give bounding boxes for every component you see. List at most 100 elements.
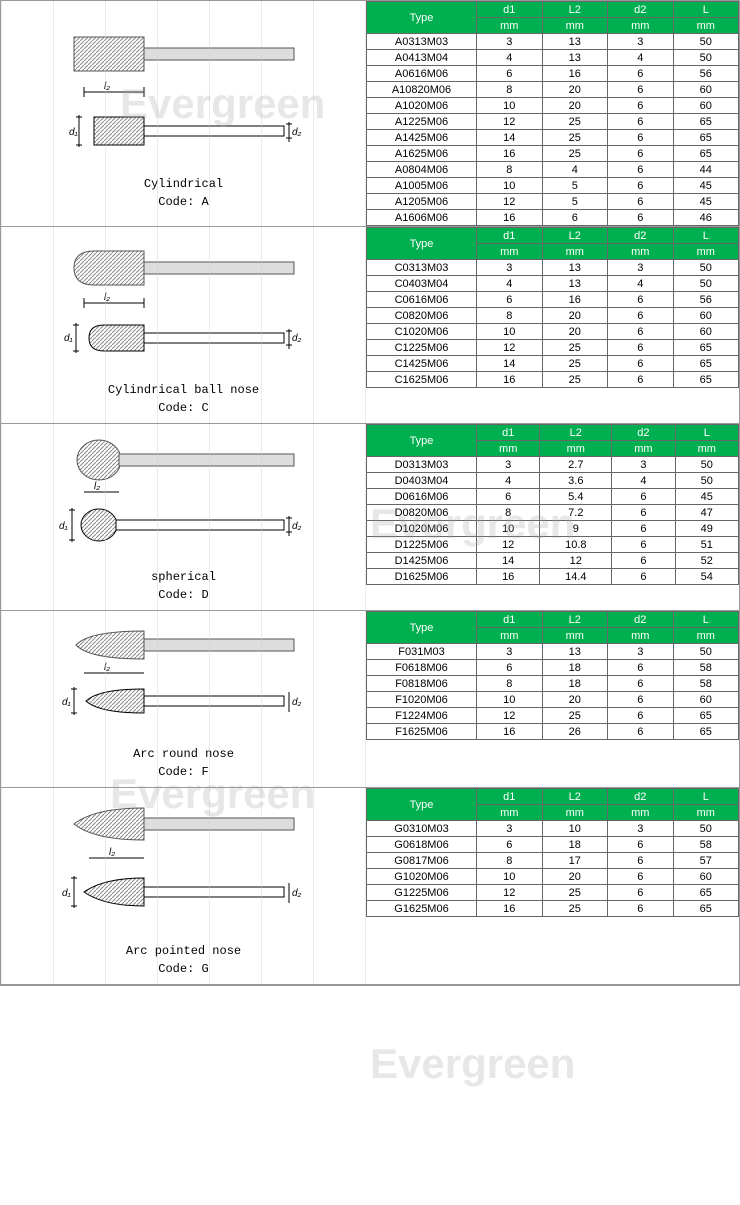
svg-text:l₂: l₂	[104, 662, 110, 673]
cell-d2: 3	[612, 457, 675, 473]
cell-d2: 6	[608, 130, 674, 146]
table-row: A1625M06 16 25 6 65	[367, 146, 739, 162]
cell-l: 65	[673, 114, 739, 130]
cell-l: 50	[673, 276, 739, 292]
spec-table: Type d1 L2 d2 L mm mm mm mm F031M03 3 13…	[366, 611, 739, 740]
cell-d1: 10	[477, 869, 543, 885]
section-arc-round-nose: l₂ d₁ d₂ Arc round nose Code: F Type d1 …	[1, 611, 739, 788]
cell-l: 58	[673, 660, 739, 676]
diagram-col: l₂ d₁ d₂ Arc pointed nose Code: G	[1, 788, 366, 984]
cell-l2: 13	[542, 276, 608, 292]
cell-type: A1020M06	[367, 98, 477, 114]
table-row: A0804M06 8 4 6 44	[367, 162, 739, 178]
cell-type: F0618M06	[367, 660, 477, 676]
cell-l: 65	[673, 146, 739, 162]
table-row: C0820M06 8 20 6 60	[367, 308, 739, 324]
cell-d2: 6	[608, 178, 674, 194]
shape-label: spherical Code: D	[151, 568, 216, 604]
cell-d1: 16	[477, 372, 543, 388]
cell-d2: 6	[608, 98, 674, 114]
cell-d1: 12	[477, 114, 543, 130]
table-row: G1020M06 10 20 6 60	[367, 869, 739, 885]
table-row: C1425M06 14 25 6 65	[367, 356, 739, 372]
cell-l: 50	[675, 457, 738, 473]
cell-d2: 6	[608, 146, 674, 162]
cell-d2: 6	[608, 901, 674, 917]
table-row: F0818M06 8 18 6 58	[367, 676, 739, 692]
table-row: A0413M04 4 13 4 50	[367, 50, 739, 66]
col-d1: d1	[477, 228, 543, 244]
table-row: G0817M06 8 17 6 57	[367, 853, 739, 869]
cell-type: C0403M04	[367, 276, 477, 292]
cell-l2: 13	[542, 644, 608, 660]
cell-l: 50	[673, 821, 739, 837]
cell-l2: 25	[542, 372, 608, 388]
cell-l2: 18	[542, 676, 608, 692]
col-l2: L2	[542, 789, 608, 805]
cell-type: D0820M06	[367, 505, 477, 521]
spec-table: Type d1 L2 d2 L mm mm mm mm G0310M03 3 1…	[366, 788, 739, 917]
unit: mm	[673, 805, 739, 821]
cell-d2: 6	[608, 372, 674, 388]
shape-label: Cylindrical ball nose Code: C	[108, 381, 259, 417]
table-col: Type d1 L2 d2 L mm mm mm mm D0313M03 3 2…	[366, 424, 739, 610]
cell-l2: 18	[542, 660, 608, 676]
cell-l2: 13	[542, 50, 608, 66]
cell-d1: 8	[477, 853, 543, 869]
col-type: Type	[367, 2, 477, 34]
svg-text:d₂: d₂	[292, 333, 302, 344]
svg-text:d₁: d₁	[64, 333, 73, 344]
cell-l: 50	[673, 644, 739, 660]
cell-d1: 6	[477, 660, 543, 676]
cell-d2: 6	[608, 869, 674, 885]
cell-l2: 25	[542, 885, 608, 901]
table-row: C0313M03 3 13 3 50	[367, 260, 739, 276]
unit: mm	[608, 244, 674, 260]
cell-d2: 6	[608, 837, 674, 853]
svg-text:l₂: l₂	[104, 81, 110, 92]
cell-l: 56	[673, 292, 739, 308]
cell-d1: 10	[477, 324, 543, 340]
col-d2: d2	[608, 228, 674, 244]
shape-name: spherical	[151, 568, 216, 586]
unit: mm	[540, 441, 612, 457]
cell-l2: 5	[542, 178, 608, 194]
cell-l: 65	[673, 901, 739, 917]
col-type: Type	[367, 612, 477, 644]
cell-l2: 9	[540, 521, 612, 537]
cell-l: 47	[675, 505, 738, 521]
table-row: C0616M06 6 16 6 56	[367, 292, 739, 308]
cell-d1: 16	[477, 569, 540, 585]
cell-l: 50	[675, 473, 738, 489]
col-d1: d1	[477, 612, 543, 628]
unit: mm	[477, 18, 543, 34]
cell-l2: 20	[542, 308, 608, 324]
table-row: G0618M06 6 18 6 58	[367, 837, 739, 853]
cell-d1: 3	[477, 821, 543, 837]
col-l: L	[675, 425, 738, 441]
cell-type: G0310M03	[367, 821, 477, 837]
shape-label: Arc round nose Code: F	[133, 745, 234, 781]
col-l2: L2	[540, 425, 612, 441]
cell-d2: 6	[612, 521, 675, 537]
cell-d2: 6	[608, 210, 674, 226]
cell-d1: 8	[477, 308, 543, 324]
svg-text:d₁: d₁	[59, 521, 68, 532]
cell-type: F1224M06	[367, 708, 477, 724]
cell-d1: 12	[477, 340, 543, 356]
table-row: C1020M06 10 20 6 60	[367, 324, 739, 340]
table-col: Type d1 L2 d2 L mm mm mm mm C0313M03 3 1…	[366, 227, 739, 423]
cell-d1: 4	[477, 276, 543, 292]
table-row: G1225M06 12 25 6 65	[367, 885, 739, 901]
cell-d2: 6	[608, 676, 674, 692]
cell-type: A1425M06	[367, 130, 477, 146]
cell-d2: 6	[608, 340, 674, 356]
table-row: A10820M06 8 20 6 60	[367, 82, 739, 98]
table-row: C0403M04 4 13 4 50	[367, 276, 739, 292]
cell-d2: 6	[612, 569, 675, 585]
diagram-ballnose: l₂ d₁ d₂	[44, 233, 324, 373]
cell-l: 60	[673, 692, 739, 708]
cell-type: A1625M06	[367, 146, 477, 162]
cell-d2: 6	[608, 194, 674, 210]
cell-type: D0313M03	[367, 457, 477, 473]
